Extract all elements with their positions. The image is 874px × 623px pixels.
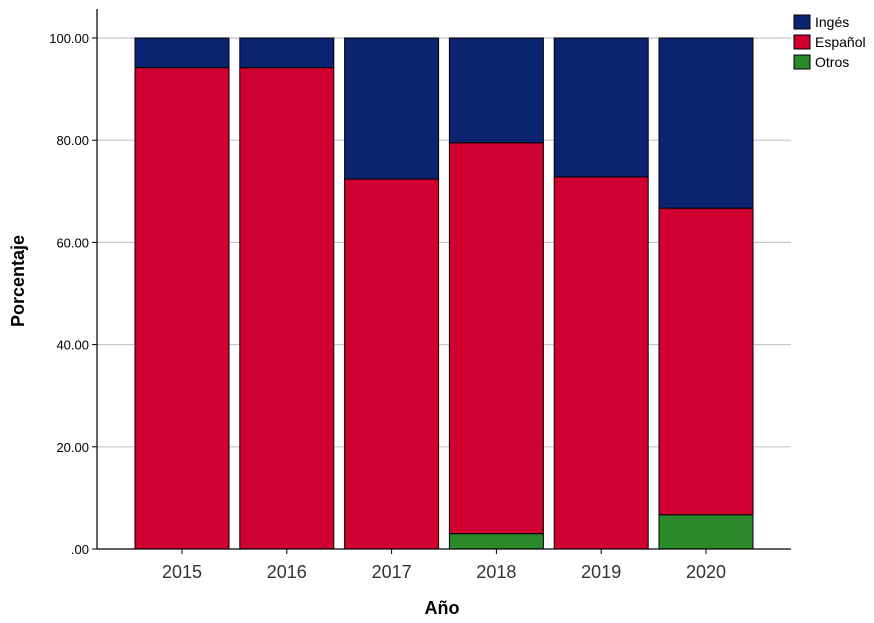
legend-label-otros: Otros [815,54,849,70]
y-tick-label: 60.00 [56,235,89,250]
bar-segment-otros-2018 [448,533,544,550]
bars [134,37,754,550]
legend-swatch-otros [793,54,811,70]
bar-segment-ingés-2016 [239,37,335,69]
y-tick-label: 80.00 [56,133,89,148]
bar-segment-ingés-2018 [448,37,544,144]
bar-segment-español-2020 [658,207,754,516]
x-tick-label: 2018 [476,562,516,582]
legend: Ingés Español Otros [793,14,866,70]
y-tick-label: 20.00 [56,440,89,455]
y-tick-labels: .00 20.00 40.00 60.00 80.00 100.00 [49,31,89,557]
x-tick-label: 2016 [267,562,307,582]
bar-segment-ingés-2015 [134,37,230,69]
bar-segment-otros-2020 [658,514,754,550]
x-tick-label: 2020 [686,562,726,582]
bar-segment-español-2017 [344,178,440,550]
x-tick-labels: 2015 2016 2017 2018 2019 2020 [162,562,726,582]
axes [92,9,791,554]
bar-segment-español-2015 [134,67,230,550]
legend-swatch-ingés [793,14,811,30]
x-tick-label: 2017 [372,562,412,582]
x-tick-label: 2019 [581,562,621,582]
bar-segment-español-2019 [553,176,649,550]
y-tick-label: .00 [71,542,89,557]
y-axis-title: Porcentaje [8,235,28,327]
bar-segment-español-2018 [448,142,544,535]
legend-swatch-español [793,34,811,50]
legend-label-español: Español [815,34,866,50]
bar-segment-ingés-2019 [553,37,649,178]
bar-segment-ingés-2017 [344,37,440,180]
x-axis-title: Año [425,598,460,618]
y-tick-label: 40.00 [56,338,89,353]
x-tick-label: 2015 [162,562,202,582]
y-tick-label: 100.00 [49,31,89,46]
legend-label-ingés: Ingés [815,14,849,30]
bar-segment-español-2016 [239,67,335,550]
bar-segment-ingés-2020 [658,37,754,209]
